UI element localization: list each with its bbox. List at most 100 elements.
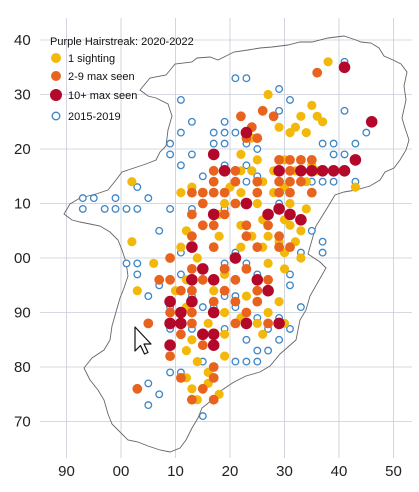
x-axis-ticks: 90 00 10 20 30 40 50	[58, 463, 402, 480]
record-dot-many	[207, 208, 220, 221]
record-dot-one	[258, 329, 268, 339]
record-dot-one	[296, 111, 306, 121]
record-dot-few	[219, 264, 230, 274]
record-dot-one	[149, 258, 159, 268]
record-dot-one	[236, 242, 246, 252]
record-dot-one	[252, 198, 262, 209]
legend-title: Purple Hairstreak: 2020-2022	[50, 36, 194, 48]
record-dot-few	[197, 274, 208, 285]
y-tick-label: 30	[14, 87, 31, 104]
record-dot-few	[132, 383, 143, 394]
record-dot-few	[208, 362, 219, 372]
grid-lines	[40, 18, 412, 458]
record-dot-old	[176, 270, 185, 279]
record-dot-few	[197, 383, 208, 394]
record-dot-few	[285, 242, 295, 253]
record-dot-old	[133, 270, 142, 279]
record-dot-old	[198, 303, 207, 312]
x-tick-label: 90	[58, 463, 75, 480]
record-dot-many	[273, 317, 285, 330]
y-tick-label: 00	[14, 250, 31, 267]
record-dot-many	[273, 165, 285, 177]
record-dot-few	[154, 274, 165, 285]
record-dot-old	[242, 161, 251, 170]
record-dot-few	[252, 187, 263, 198]
record-dot-old	[176, 95, 185, 104]
record-dot-one	[263, 89, 273, 100]
record-dot-many	[207, 148, 220, 161]
record-dot-one	[127, 237, 137, 247]
record-dot-one	[252, 155, 262, 165]
record-dot-few	[241, 220, 252, 231]
record-dot-few	[165, 274, 176, 285]
record-dot-few	[230, 165, 241, 176]
record-dot-one	[209, 286, 219, 296]
y-tick-label: 40	[14, 32, 31, 49]
record-dot-old	[329, 150, 338, 159]
record-dot-few	[176, 329, 186, 340]
record-dot-few	[312, 67, 323, 78]
y-tick-label: 10	[14, 196, 31, 213]
y-tick-label: 80	[14, 359, 31, 376]
record-dot-one	[220, 329, 230, 339]
record-dot-many	[295, 165, 307, 177]
record-dot-few	[208, 394, 219, 405]
record-dot-old	[111, 194, 120, 203]
record-dot-one	[187, 384, 197, 394]
record-dot-one	[323, 57, 333, 67]
record-dot-many	[186, 274, 198, 286]
record-dot-old	[242, 74, 251, 83]
record-dot-old	[166, 368, 175, 377]
record-dot-few	[187, 209, 197, 220]
record-dot-many	[240, 317, 253, 330]
record-dot-old	[329, 139, 338, 148]
record-dot-many	[175, 317, 187, 330]
record-dot-few	[143, 318, 154, 329]
record-dot-few	[263, 318, 273, 329]
record-dot-few	[263, 220, 273, 231]
record-dot-old	[144, 194, 153, 203]
record-dot-many	[218, 165, 231, 177]
record-dot-many	[295, 214, 307, 226]
record-dot-old	[275, 106, 284, 115]
record-dot-few	[230, 198, 241, 209]
record-dot-one	[263, 258, 273, 268]
record-dot-few	[219, 187, 230, 198]
legend-item-few: 2-9 max seen	[51, 71, 135, 83]
record-dot-few	[187, 394, 197, 405]
record-dot-few	[165, 253, 176, 263]
record-dot-old	[340, 150, 349, 159]
record-dot-few	[274, 187, 284, 198]
record-dot-one	[296, 253, 306, 263]
record-dot-one	[236, 149, 246, 159]
record-dot-few	[296, 155, 306, 165]
record-dot-old	[231, 357, 240, 366]
x-tick-label: 30	[276, 463, 293, 480]
record-dot-one	[176, 242, 186, 252]
record-dot-few	[208, 165, 219, 176]
record-dot-few	[241, 264, 252, 274]
record-dot-one	[187, 335, 197, 345]
record-dot-many	[365, 116, 378, 128]
record-dot-old	[166, 150, 175, 159]
record-dot-many	[262, 284, 274, 297]
record-dot-few	[230, 176, 241, 187]
record-dot-old	[286, 95, 294, 104]
record-dot-few	[208, 373, 219, 383]
record-dot-one	[176, 188, 186, 198]
record-dot-few	[274, 176, 284, 187]
record-dot-few	[187, 231, 197, 242]
record-dot-few	[252, 285, 263, 296]
legend-label-few: 2-9 max seen	[68, 71, 135, 83]
record-dot-old	[198, 172, 207, 181]
county-outline	[63, 35, 410, 453]
record-dot-old	[144, 379, 153, 388]
record-dot-few	[285, 187, 295, 198]
y-tick-label: 70	[14, 414, 31, 431]
record-dot-few	[257, 105, 268, 116]
record-dot-old	[318, 237, 327, 246]
record-dot-old	[296, 303, 305, 312]
record-dot-few	[230, 296, 241, 307]
record-dot-few	[230, 318, 241, 329]
